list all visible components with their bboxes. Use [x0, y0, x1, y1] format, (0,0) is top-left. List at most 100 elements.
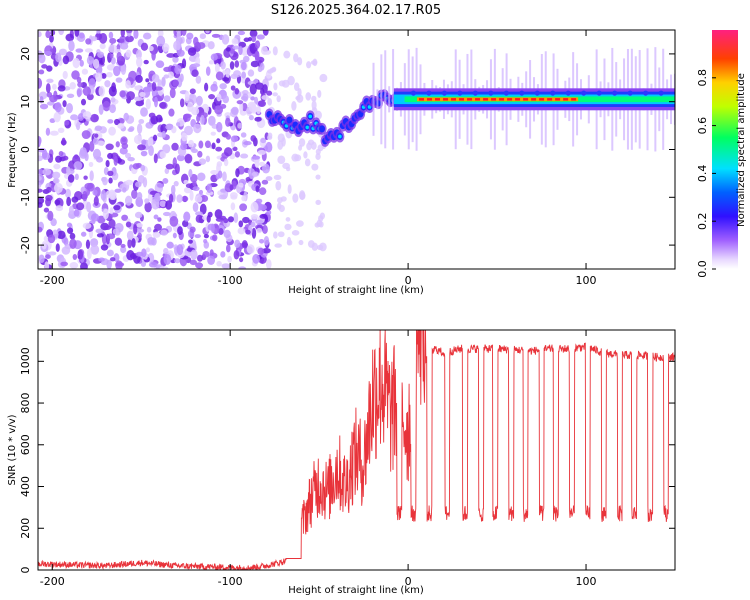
noise-blob: [79, 59, 84, 67]
noise-blob: [58, 48, 68, 56]
carrier-hotspot: [499, 98, 505, 101]
noise-blob: [45, 197, 52, 207]
noise-blob: [133, 134, 143, 145]
noise-blob: [222, 95, 230, 104]
noise-blob: [120, 246, 127, 254]
carrier-dot: [658, 90, 664, 96]
noise-blob: [240, 61, 247, 71]
noise-blob: [106, 259, 112, 269]
noise-blob: [124, 195, 133, 206]
noise-blob: [120, 136, 128, 146]
noise-blob: [46, 186, 52, 193]
noise-blob: [62, 70, 68, 80]
noise-blob: [84, 48, 93, 53]
colorbar-tick-label: 0.0: [696, 260, 709, 278]
noise-blob: [127, 156, 135, 162]
noise-blob: [138, 119, 145, 124]
noise-blob: [233, 212, 239, 224]
noise-blob: [115, 77, 123, 83]
noise-blob: [64, 119, 70, 126]
carrier-hotspot: [435, 98, 441, 101]
noise-blob: [191, 69, 199, 77]
smear-mark: [372, 62, 375, 136]
noise-blob: [176, 194, 183, 203]
noise-blob: [249, 30, 258, 38]
noise-blob: [241, 102, 248, 112]
noise-blob: [49, 118, 56, 124]
noise-blob: [80, 98, 87, 106]
noise-blob: [134, 211, 143, 219]
noise-blob: [53, 182, 63, 194]
noise-blob: [86, 248, 92, 260]
noise-blob: [38, 31, 42, 38]
noise-blob: [119, 90, 126, 98]
noise-blob: [125, 179, 134, 186]
noise-blob: [258, 187, 267, 196]
colorbar-ticks: 0.0 0.2 0.4 0.6 0.8: [696, 69, 716, 278]
noise-blob: [187, 47, 197, 56]
noise-blob: [49, 130, 59, 136]
noise-blob: [256, 227, 263, 234]
noise-blob: [160, 229, 168, 236]
noise-blob: [196, 114, 201, 123]
noise-blob: [223, 147, 233, 157]
noise-blob: [231, 106, 239, 115]
noise-blob: [251, 35, 257, 43]
noise-blob: [216, 121, 223, 133]
noise-blob: [108, 31, 114, 39]
noise-blob: [71, 70, 80, 80]
noise-blob: [92, 189, 98, 196]
noise-blob: [250, 135, 257, 142]
noise-blob: [214, 105, 224, 115]
carrier-hotspot: [563, 98, 569, 101]
noise-blob: [276, 95, 281, 103]
noise-blob: [96, 30, 101, 34]
noise-blob: [125, 35, 134, 43]
noise-blob: [145, 247, 151, 253]
noise-blob: [100, 189, 107, 201]
noise-blob: [220, 61, 226, 70]
noise-blob: [120, 64, 127, 75]
noise-blob: [76, 88, 82, 98]
noise-blob: [250, 201, 259, 213]
noise-blob: [140, 164, 146, 172]
noise-blob: [192, 202, 199, 213]
noise-blob: [260, 45, 268, 55]
noise-blob: [62, 100, 67, 108]
noise-blob: [298, 190, 306, 201]
noise-blob: [205, 155, 211, 163]
noise-blob: [103, 225, 112, 231]
noise-blob: [57, 230, 66, 240]
noise-blob: [122, 187, 127, 193]
noise-blob: [147, 137, 154, 148]
noise-blob: [239, 257, 244, 263]
noise-blob: [145, 98, 151, 110]
noise-blob: [254, 50, 260, 61]
noise-blob: [82, 86, 91, 97]
noise-blob: [80, 262, 88, 269]
noise-blob: [231, 37, 239, 45]
noise-blob: [94, 133, 99, 138]
noise-blob: [108, 218, 116, 229]
noise-blob: [245, 229, 251, 235]
carrier-dot: [441, 90, 447, 96]
noise-blob: [57, 127, 65, 134]
noise-blob: [106, 71, 113, 78]
noise-blob: [291, 101, 297, 111]
noise-blob: [90, 113, 99, 123]
noise-blob: [189, 190, 194, 201]
snr-panel: -200 -100 0 100 0 200 400 600 800 1000 Height of…: [7, 329, 676, 596]
noise-blob: [38, 188, 43, 193]
noise-blob: [241, 240, 248, 249]
noise-blob: [43, 50, 53, 56]
noise-blob: [142, 32, 152, 40]
colorbar-tick-label: 0.8: [696, 69, 709, 87]
noise-blob: [251, 155, 261, 160]
colorbar-label: Normalized spectral amplitude: [736, 73, 747, 227]
noise-blob: [275, 180, 282, 191]
noise-blob: [92, 58, 100, 69]
noise-blob: [176, 49, 185, 57]
colorbar-tick-label: 0.2: [696, 212, 709, 230]
noise-blob: [135, 85, 141, 91]
noise-blob: [90, 213, 100, 222]
